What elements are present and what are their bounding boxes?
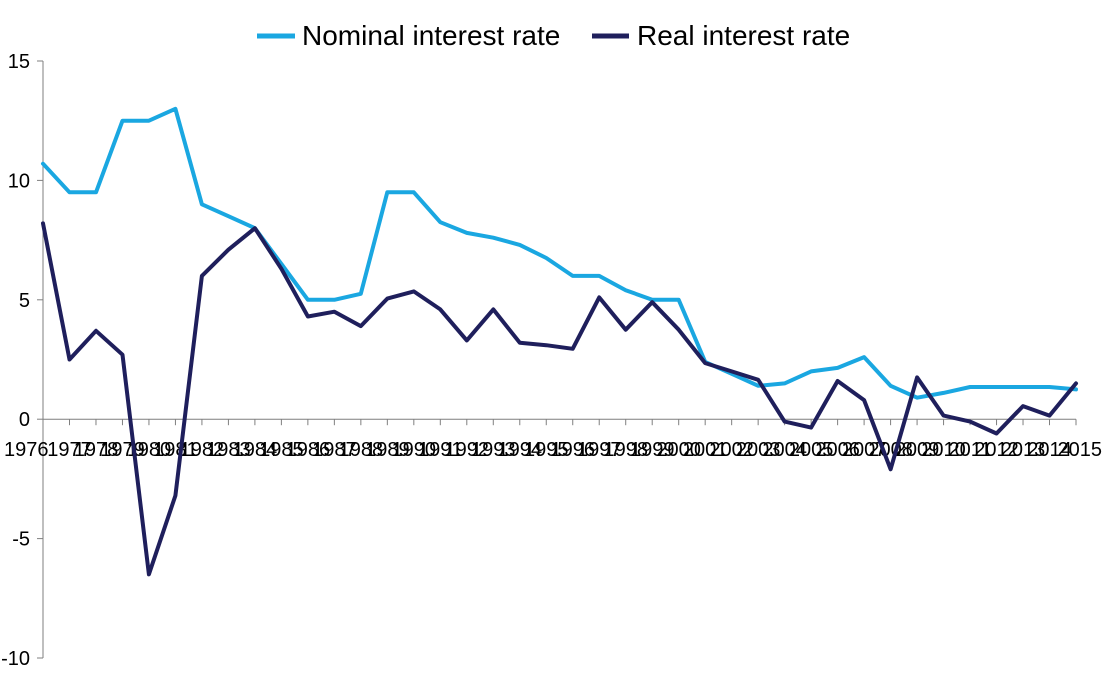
x-tick-label: 1984 [233, 439, 278, 461]
x-tick-label: 2007 [842, 439, 887, 461]
legend-label-nominal: Nominal interest rate [302, 20, 560, 51]
x-tick-label: 2012 [974, 439, 1019, 461]
x-tick-label: 1977 [47, 439, 92, 461]
x-tick-label: 1998 [603, 439, 648, 461]
x-tick-label: 1997 [577, 439, 622, 461]
y-tick-label: 5 [19, 290, 30, 312]
x-tick-label: 2003 [736, 439, 781, 461]
legend: Nominal interest rate Real interest rate [257, 20, 850, 51]
y-tick-label: 15 [8, 51, 30, 73]
x-tick-label: 1993 [471, 439, 516, 461]
x-tick-label: 2011 [949, 439, 992, 461]
x-tick-label: 1983 [206, 439, 251, 461]
x-tick-label: 1990 [392, 439, 437, 461]
x-tick-label: 1991 [418, 439, 463, 461]
x-tick-label: 1976 [4, 439, 49, 461]
x-tick-label: 1989 [365, 439, 410, 461]
x-tick-label: 1986 [286, 439, 331, 461]
x-tick-label: 1980 [127, 439, 172, 461]
x-tick-label: 2002 [709, 439, 754, 461]
series-layer [41, 106, 1078, 577]
x-tick-label: 1992 [445, 439, 490, 461]
x-tick-label: 2009 [895, 439, 940, 461]
x-tick-label: 1994 [498, 439, 543, 461]
y-tick-label: -5 [12, 529, 30, 551]
x-tick-label: 1981 [153, 439, 198, 461]
x-tick-label: 2013 [1001, 439, 1046, 461]
y-tick-label: -10 [1, 648, 30, 670]
x-tick-label: 2010 [921, 439, 966, 461]
x-tick-label: 2015 [1058, 439, 1103, 461]
x-tick-label: 2004 [762, 439, 807, 461]
x-tick-label: 1978 [74, 439, 119, 461]
x-tick-label: 1996 [550, 439, 595, 461]
x-tick-label: 2005 [789, 439, 834, 461]
x-tick-label: 2014 [1027, 439, 1072, 461]
x-tick-label: 1987 [312, 439, 357, 461]
series-line-real [41, 221, 1078, 577]
x-tick-label: 1985 [259, 439, 304, 461]
y-tick-label: 10 [8, 170, 30, 192]
y-tick-label: 0 [19, 409, 30, 431]
series-line-nominal [41, 106, 1078, 400]
x-tick-label: 2000 [656, 439, 701, 461]
x-tick-label: 1988 [339, 439, 384, 461]
x-tick-label: 1999 [630, 439, 675, 461]
x-tick-label: 2006 [815, 439, 860, 461]
x-tick-label: 2001 [683, 439, 728, 461]
axes: 151050-5-1019761977197819791980198119821… [1, 51, 1102, 670]
legend-label-real: Real interest rate [637, 20, 850, 51]
x-tick-label: 1995 [524, 439, 569, 461]
x-tick-label: 1982 [180, 439, 225, 461]
